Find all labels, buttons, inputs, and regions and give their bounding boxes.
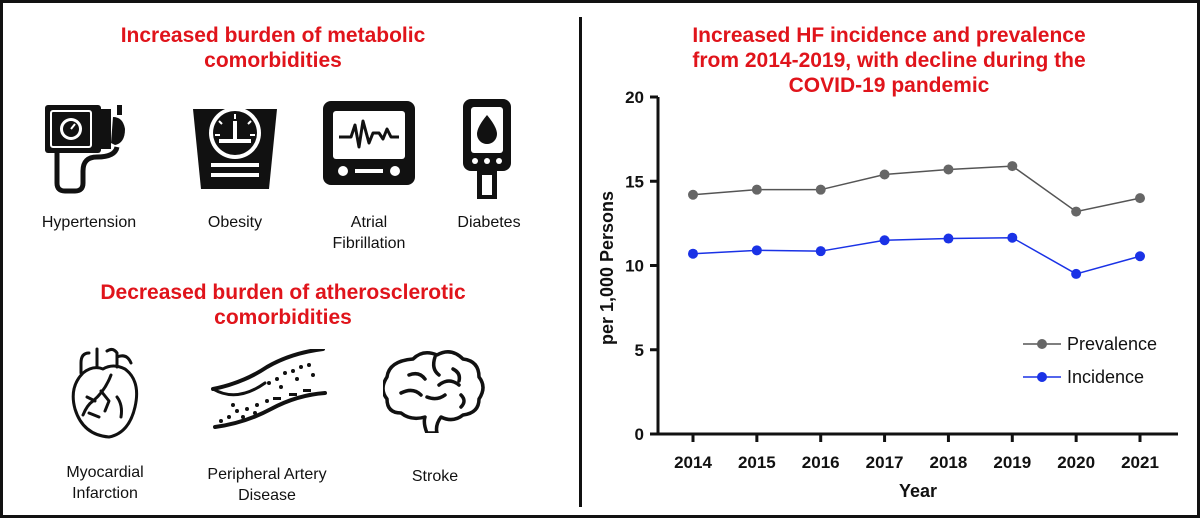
chart-title: Increased HF incidence and prevalence fr…: [692, 24, 1086, 98]
y-tick-label: 5: [635, 341, 644, 360]
data-point-incidence: [815, 246, 826, 257]
data-point-prevalence: [1071, 206, 1082, 217]
line-chart: 0 5 10 15 20 2014 2015 2016 2017 2018 2019 2020 2021…: [597, 88, 1178, 501]
legend-marker: [1037, 372, 1047, 382]
data-point-incidence: [1135, 251, 1145, 262]
weight-scale-icon: [193, 107, 277, 189]
blood-pressure-cuff-icon: [45, 105, 125, 194]
data-point-incidence: [943, 233, 954, 244]
series-line-prevalence: [692, 165, 1141, 213]
data-point-incidence: [1071, 268, 1082, 279]
hypertension-label: Hypertension: [41, 214, 137, 231]
peripheral-artery-disease-label: Peripheral Artery Disease: [207, 466, 327, 504]
artery-plaque-icon: [211, 349, 327, 429]
data-point-incidence: [688, 248, 698, 259]
panel-divider: [579, 17, 582, 507]
data-point-prevalence: [879, 169, 890, 180]
data-point-incidence: [751, 245, 762, 256]
x-tick-label: 2017: [866, 453, 904, 472]
atrial-fibrillation-label: Atrial Fibrillation: [332, 214, 406, 252]
glucose-meter-icon: [463, 99, 511, 199]
x-tick-label: 2014: [674, 453, 712, 472]
heart-monitor-icon: [323, 101, 415, 185]
obesity-label: Obesity: [207, 214, 263, 231]
data-point-prevalence: [1007, 161, 1018, 172]
x-tick-label: 2021: [1121, 453, 1159, 472]
data-point-prevalence: [688, 189, 698, 200]
legend-marker: [1037, 339, 1047, 349]
series-line-incidence: [692, 236, 1141, 275]
x-tick-label: 2015: [738, 453, 776, 472]
metabolic-title: Increased burden of metabolic comorbidit…: [120, 24, 426, 73]
x-tick-label: 2016: [802, 453, 840, 472]
data-point-prevalence: [751, 184, 762, 195]
y-tick-label: 15: [625, 172, 644, 191]
data-point-incidence: [1007, 232, 1018, 243]
y-tick-label: 20: [625, 88, 644, 107]
stroke-label: Stroke: [411, 468, 459, 485]
x-axis-label: Year: [899, 481, 937, 501]
data-point-prevalence: [1135, 193, 1145, 204]
legend-label: Prevalence: [1067, 334, 1157, 354]
data-point-prevalence: [815, 184, 826, 195]
heart-icon: [71, 347, 139, 439]
data-point-prevalence: [943, 164, 954, 175]
atherosclerotic-title: Decreased burden of atherosclerotic como…: [100, 281, 466, 330]
y-tick-label: 10: [625, 257, 644, 276]
y-axis-label: per 1,000 Persons: [597, 191, 617, 345]
legend-label: Incidence: [1067, 367, 1144, 387]
x-tick-label: 2020: [1057, 453, 1095, 472]
myocardial-infarction-label: Myocardial Infarction: [66, 464, 144, 502]
x-tick-label: 2018: [930, 453, 968, 472]
brain-icon: [383, 350, 485, 433]
diabetes-label: Diabetes: [457, 214, 521, 231]
data-point-incidence: [879, 235, 890, 246]
y-tick-label: 0: [635, 425, 644, 444]
x-tick-label: 2019: [993, 453, 1031, 472]
